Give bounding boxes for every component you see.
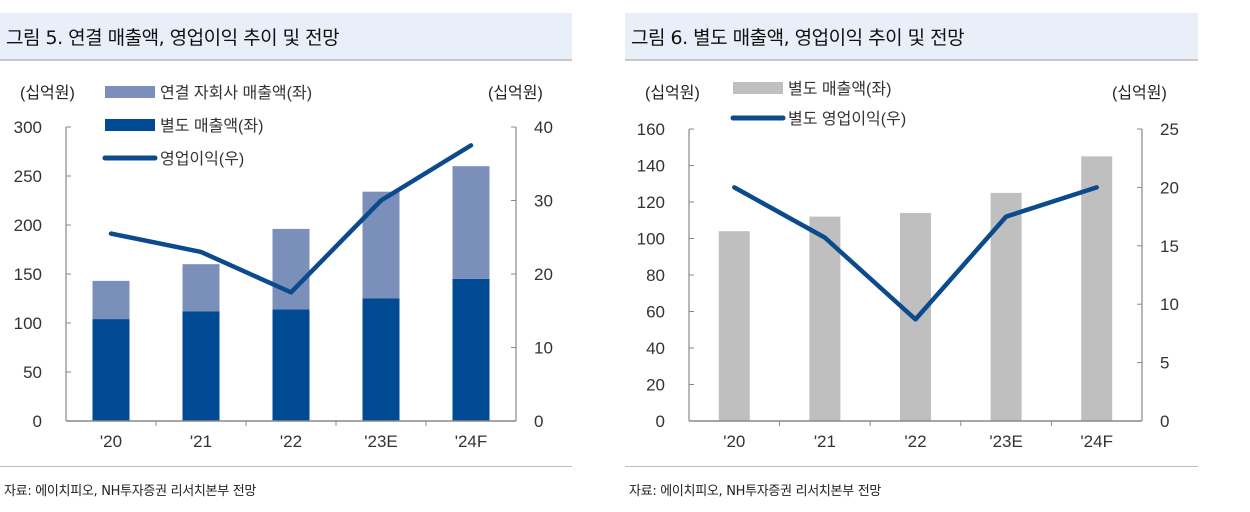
chart2-left-tick-label: 80: [646, 266, 665, 285]
chart1-bar-1: [182, 311, 220, 421]
chart1-bar-2: [92, 280, 130, 320]
chart1-bar-1: [92, 319, 130, 421]
chart1-x-tick-label: '22: [280, 432, 302, 451]
chart1-right-tick-label: 30: [534, 192, 553, 211]
chart2-legend-label: 별도 영업이익(우): [788, 110, 906, 128]
chart2-source: 자료: 에이치피오, NH투자증권 리서치본부 전망: [629, 484, 882, 499]
chart2-left-tick-label: 100: [637, 230, 665, 249]
chart1-bar-2: [272, 228, 310, 310]
chart1-x-tick-label: '21: [190, 432, 212, 451]
chart1-bar-1: [452, 278, 490, 421]
chart1-bar-1: [362, 298, 400, 421]
chart1-right-unit-label: (십억원): [488, 84, 543, 102]
chart2-legend-label: 별도 매출액(좌): [788, 80, 891, 98]
chart2-right-tick-label: 0: [1160, 412, 1169, 431]
chart2-bar-1: [809, 216, 841, 421]
chart1-legend-label: 연결 자회사 매출액(좌): [160, 84, 312, 102]
chart2-right-tick-label: 10: [1160, 295, 1179, 314]
chart1-legend-label: 별도 매출액(좌): [160, 117, 263, 135]
chart2-right-tick-label: 5: [1160, 354, 1169, 373]
chart1-x-tick-label: '20: [100, 432, 122, 451]
chart1-left-tick-label: 100: [14, 314, 42, 333]
chart1-left-tick-label: 0: [33, 412, 42, 431]
chart1-bar-1: [272, 309, 310, 421]
chart2-right-tick-label: 15: [1160, 237, 1179, 256]
chart1-title: 그림 5. 연결 매출액, 영업이익 추이 및 전망: [6, 27, 340, 49]
chart1-source-divider: [0, 466, 572, 467]
chart2-source-divider: [625, 466, 1198, 467]
chart1-right-tick-label: 10: [534, 339, 553, 358]
chart2-left-tick-label: 60: [646, 303, 665, 322]
chart2-left-tick-label: 120: [637, 193, 665, 212]
chart1-bar-2: [452, 166, 490, 279]
chart2-right-unit-label: (십억원): [1112, 84, 1167, 102]
chart2-legend-swatch-bar: [733, 82, 783, 94]
chart2-x-tick-label: '23E: [989, 432, 1023, 451]
chart1-bar-2: [182, 264, 220, 312]
chart2-right-tick-label: 20: [1160, 178, 1179, 197]
chart1-left-unit-label: (십억원): [20, 84, 75, 102]
chart1-left-tick-label: 300: [14, 118, 42, 137]
chart2-left-tick-label: 140: [637, 157, 665, 176]
chart2-line-series: [732, 185, 1099, 322]
chart2-right-tick-label: 25: [1160, 120, 1179, 139]
chart1-legend-swatch-bar: [105, 86, 155, 98]
chart1-x-tick-label: '23E: [364, 432, 398, 451]
chart1-left-tick-label: 250: [14, 167, 42, 186]
chart1-right-tick-label: 40: [534, 118, 553, 137]
chart2-title-bar: 그림 6. 별도 매출액, 영업이익 추이 및 전망: [625, 13, 1198, 61]
chart2-bar-1: [718, 231, 750, 421]
chart2-left-tick-label: 20: [646, 376, 665, 395]
chart1-left-tick-label: 150: [14, 265, 42, 284]
chart1-left-tick-label: 50: [23, 363, 42, 382]
chart2-title: 그림 6. 별도 매출액, 영업이익 추이 및 전망: [631, 27, 965, 49]
chart1-x-tick-label: '24F: [455, 432, 488, 451]
chart1-left-tick-label: 200: [14, 216, 42, 235]
chart1-title-bar: 그림 5. 연결 매출액, 영업이익 추이 및 전망: [0, 13, 572, 61]
chart2-left-tick-label: 40: [646, 339, 665, 358]
chart2-left-tick-label: 0: [656, 412, 665, 431]
chart1-source: 자료: 에이치피오, NH투자증권 리서치본부 전망: [4, 484, 257, 499]
chart1-line-series: [108, 143, 474, 295]
chart2-bar-1: [1081, 156, 1113, 421]
chart1-bar-2: [362, 191, 400, 299]
chart1-legend-label: 영업이익(우): [160, 150, 244, 168]
chart2-x-tick-label: '20: [723, 432, 745, 451]
chart2-x-tick-label: '21: [814, 432, 836, 451]
chart2-x-tick-label: '24F: [1080, 432, 1113, 451]
chart2-x-tick-label: '22: [904, 432, 926, 451]
chart2-left-unit-label: (십억원): [645, 84, 700, 102]
chart2-left-tick-label: 160: [637, 120, 665, 139]
chart1-right-tick-label: 0: [534, 412, 543, 431]
chart1-right-tick-label: 20: [534, 265, 553, 284]
chart1-legend-swatch-bar: [105, 119, 155, 131]
